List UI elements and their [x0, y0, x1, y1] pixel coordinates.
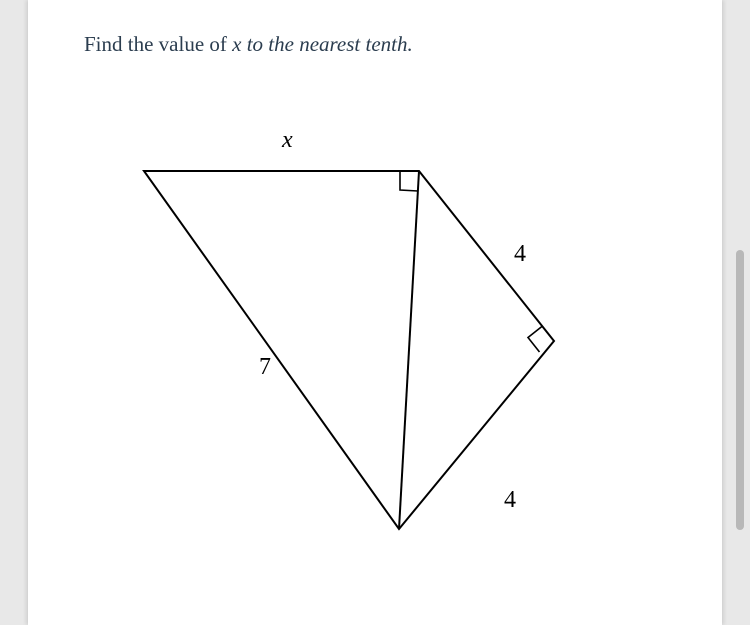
page-card: Find the value of x to the nearest tenth… — [28, 0, 722, 625]
label-side-cd: 4 — [504, 487, 516, 514]
question-suffix: to the nearest tenth. — [241, 32, 412, 56]
label-x: x — [282, 127, 293, 154]
geometry-diagram: x 4 4 7 — [84, 119, 644, 549]
quadrilateral-path — [144, 171, 554, 529]
diagonal-bd — [399, 171, 419, 529]
label-side-ad: 7 — [259, 354, 271, 381]
scrollbar-thumb[interactable] — [736, 250, 744, 530]
question-prefix: Find the value of — [84, 32, 232, 56]
right-angle-b — [400, 172, 418, 191]
label-side-bc: 4 — [514, 241, 526, 268]
question-text: Find the value of x to the nearest tenth… — [84, 30, 666, 59]
right-angle-c — [528, 326, 543, 352]
diagram-svg — [84, 119, 644, 549]
content-area: Find the value of x to the nearest tenth… — [28, 0, 722, 579]
